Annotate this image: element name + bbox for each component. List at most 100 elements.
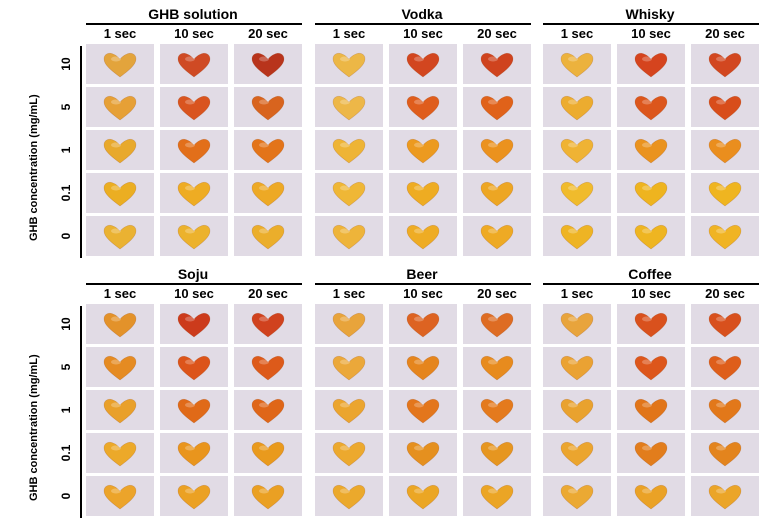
y-axis-title: GHB concentration (mg/mL) bbox=[28, 354, 40, 501]
concentration-label: 0 bbox=[59, 492, 73, 500]
photo-tile bbox=[617, 347, 685, 387]
photo-tile bbox=[617, 304, 685, 344]
time-label: 20 sec bbox=[248, 286, 288, 301]
panel-title: Vodka bbox=[401, 6, 443, 22]
concentration-label: 0.1 bbox=[59, 184, 73, 202]
photo-tile bbox=[389, 87, 457, 127]
panel-title: GHB solution bbox=[148, 6, 238, 22]
concentration-label: 0 bbox=[59, 232, 73, 240]
photo-tile bbox=[234, 433, 302, 473]
photo-tile bbox=[315, 87, 383, 127]
time-label: 10 sec bbox=[631, 286, 671, 301]
photo-tile bbox=[691, 304, 759, 344]
photo-tile bbox=[463, 433, 531, 473]
photo-tile bbox=[160, 476, 228, 516]
photo-tile bbox=[463, 476, 531, 516]
photo-tile bbox=[160, 304, 228, 344]
photo-tile bbox=[315, 476, 383, 516]
photo-tile bbox=[234, 130, 302, 170]
photo-tile bbox=[389, 130, 457, 170]
y-axis-title: GHB concentration (mg/mL) bbox=[28, 94, 40, 241]
photo-tile bbox=[160, 44, 228, 84]
photo-tile bbox=[389, 390, 457, 430]
photo-tile bbox=[160, 173, 228, 213]
concentration-label: 10 bbox=[59, 317, 73, 331]
photo-tile bbox=[617, 87, 685, 127]
y-axis-line bbox=[80, 46, 82, 258]
photo-tile bbox=[315, 390, 383, 430]
photo-tile bbox=[86, 433, 154, 473]
photo-tile bbox=[617, 433, 685, 473]
photo-tile bbox=[234, 304, 302, 344]
photo-tile bbox=[315, 347, 383, 387]
photo-tile bbox=[463, 390, 531, 430]
photo-tile bbox=[617, 44, 685, 84]
time-label: 1 sec bbox=[560, 286, 594, 301]
photo-tile bbox=[617, 390, 685, 430]
time-label: 20 sec bbox=[705, 26, 745, 41]
panel-title-underline bbox=[86, 283, 302, 285]
photo-tile bbox=[315, 304, 383, 344]
photo-tile bbox=[617, 173, 685, 213]
photo-tile bbox=[691, 173, 759, 213]
photo-tile bbox=[389, 476, 457, 516]
photo-tile bbox=[389, 173, 457, 213]
photo-tile bbox=[86, 347, 154, 387]
time-label: 10 sec bbox=[631, 26, 671, 41]
panel-title: Coffee bbox=[628, 266, 672, 282]
photo-tile bbox=[543, 433, 611, 473]
photo-tile bbox=[86, 130, 154, 170]
photo-tile bbox=[160, 130, 228, 170]
photo-tile bbox=[463, 216, 531, 256]
time-label: 1 sec bbox=[332, 286, 366, 301]
time-label: 20 sec bbox=[705, 286, 745, 301]
photo-tile bbox=[160, 347, 228, 387]
photo-tile bbox=[463, 44, 531, 84]
photo-tile bbox=[543, 347, 611, 387]
panel-title: Beer bbox=[406, 266, 438, 282]
photo-tile bbox=[691, 433, 759, 473]
photo-tile bbox=[86, 476, 154, 516]
photo-tile bbox=[543, 130, 611, 170]
concentration-label: 5 bbox=[59, 103, 73, 111]
photo-tile bbox=[691, 216, 759, 256]
photo-tile bbox=[160, 87, 228, 127]
photo-tile bbox=[86, 216, 154, 256]
time-label: 1 sec bbox=[103, 26, 137, 41]
photo-tile bbox=[315, 173, 383, 213]
photo-tile bbox=[691, 347, 759, 387]
photo-tile bbox=[617, 130, 685, 170]
photo-tile bbox=[463, 347, 531, 387]
photo-tile bbox=[617, 476, 685, 516]
photo-tile bbox=[543, 390, 611, 430]
photo-tile bbox=[160, 390, 228, 430]
photo-tile bbox=[389, 347, 457, 387]
panel-title-underline bbox=[543, 23, 759, 25]
photo-tile bbox=[86, 87, 154, 127]
concentration-label: 5 bbox=[59, 363, 73, 371]
photo-tile bbox=[315, 130, 383, 170]
photo-tile bbox=[160, 216, 228, 256]
concentration-label: 1 bbox=[59, 146, 73, 154]
photo-tile bbox=[234, 476, 302, 516]
photo-tile bbox=[315, 433, 383, 473]
photo-tile bbox=[234, 173, 302, 213]
photo-tile bbox=[463, 87, 531, 127]
concentration-label: 10 bbox=[59, 57, 73, 71]
panel-title-underline bbox=[543, 283, 759, 285]
photo-tile bbox=[234, 44, 302, 84]
time-label: 1 sec bbox=[560, 26, 594, 41]
photo-tile bbox=[617, 216, 685, 256]
time-label: 1 sec bbox=[103, 286, 137, 301]
photo-tile bbox=[691, 44, 759, 84]
photo-tile bbox=[463, 173, 531, 213]
panel-title-underline bbox=[315, 283, 531, 285]
time-label: 20 sec bbox=[477, 26, 517, 41]
photo-tile bbox=[389, 433, 457, 473]
photo-tile bbox=[389, 304, 457, 344]
y-axis-line bbox=[80, 306, 82, 518]
time-label: 10 sec bbox=[174, 26, 214, 41]
photo-tile bbox=[86, 390, 154, 430]
photo-tile bbox=[691, 87, 759, 127]
photo-tile bbox=[234, 347, 302, 387]
